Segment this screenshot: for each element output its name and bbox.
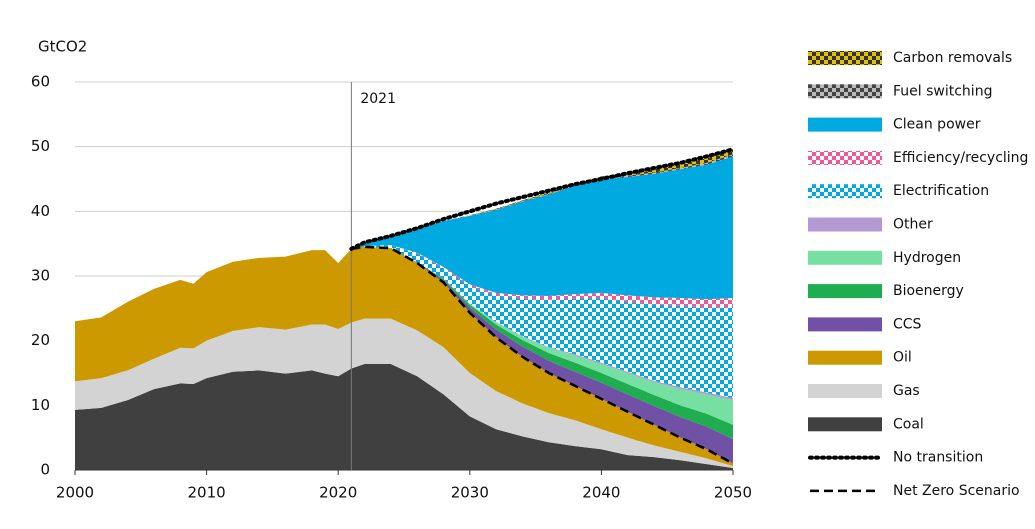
x-tick-label: 2010 <box>188 484 226 502</box>
legend-swatch <box>808 284 882 299</box>
legend-swatch <box>808 84 882 99</box>
area <box>351 244 733 308</box>
x-tick-label: 2050 <box>714 484 752 502</box>
x-tick-label: 2020 <box>319 484 357 502</box>
legend-label: Bioenergy <box>893 283 964 299</box>
area <box>351 246 733 425</box>
y-tick-label: 40 <box>31 202 50 220</box>
legend-swatch <box>808 417 882 432</box>
legend-label: Gas <box>893 383 920 399</box>
marker-label: 2021 <box>360 91 396 107</box>
line <box>351 245 734 465</box>
x-tick-label: 2040 <box>582 484 620 502</box>
legend-swatch <box>808 217 882 232</box>
legend-swatch <box>808 150 882 165</box>
legend-swatch <box>808 317 882 332</box>
legend-label: Fuel switching <box>893 83 992 99</box>
y-tick-label: 0 <box>40 461 50 479</box>
legend-label: Electrification <box>893 183 989 199</box>
y-tick-label: 60 <box>31 73 50 91</box>
legend-label: Carbon removals <box>893 50 1012 66</box>
area <box>75 363 733 470</box>
y-tick-label: 30 <box>31 267 50 285</box>
legend-label: Coal <box>893 416 924 432</box>
legend-label: CCS <box>893 316 922 332</box>
legend-label: Net Zero Scenario <box>893 483 1020 499</box>
y-tick-label: 20 <box>31 331 50 349</box>
x-tick-label: 2030 <box>451 484 489 502</box>
area <box>351 244 733 399</box>
legend-swatch <box>808 117 882 132</box>
legend-label: Oil <box>893 350 912 366</box>
legend-label: Other <box>893 217 933 233</box>
legend-label: Hydrogen <box>893 250 961 266</box>
area <box>75 318 733 469</box>
x-tick-label: 2000 <box>56 484 94 502</box>
area <box>351 149 733 249</box>
legend-swatch <box>808 184 882 199</box>
y-tick-label: 50 <box>31 137 50 155</box>
legend-swatch <box>808 250 882 265</box>
y-tick-label: 10 <box>31 396 50 414</box>
legend-label: Clean power <box>893 117 981 133</box>
area <box>351 246 733 439</box>
line <box>349 147 735 251</box>
y-axis-label: GtCO2 <box>38 38 87 56</box>
area <box>351 246 733 464</box>
legend-swatch <box>808 51 882 65</box>
area <box>351 156 733 300</box>
legend-label: Efficiency/recycling <box>893 150 1028 166</box>
legend-swatch <box>808 350 882 365</box>
legend-label: No transition <box>893 450 983 466</box>
area <box>75 246 733 467</box>
legend-swatch <box>808 384 882 398</box>
